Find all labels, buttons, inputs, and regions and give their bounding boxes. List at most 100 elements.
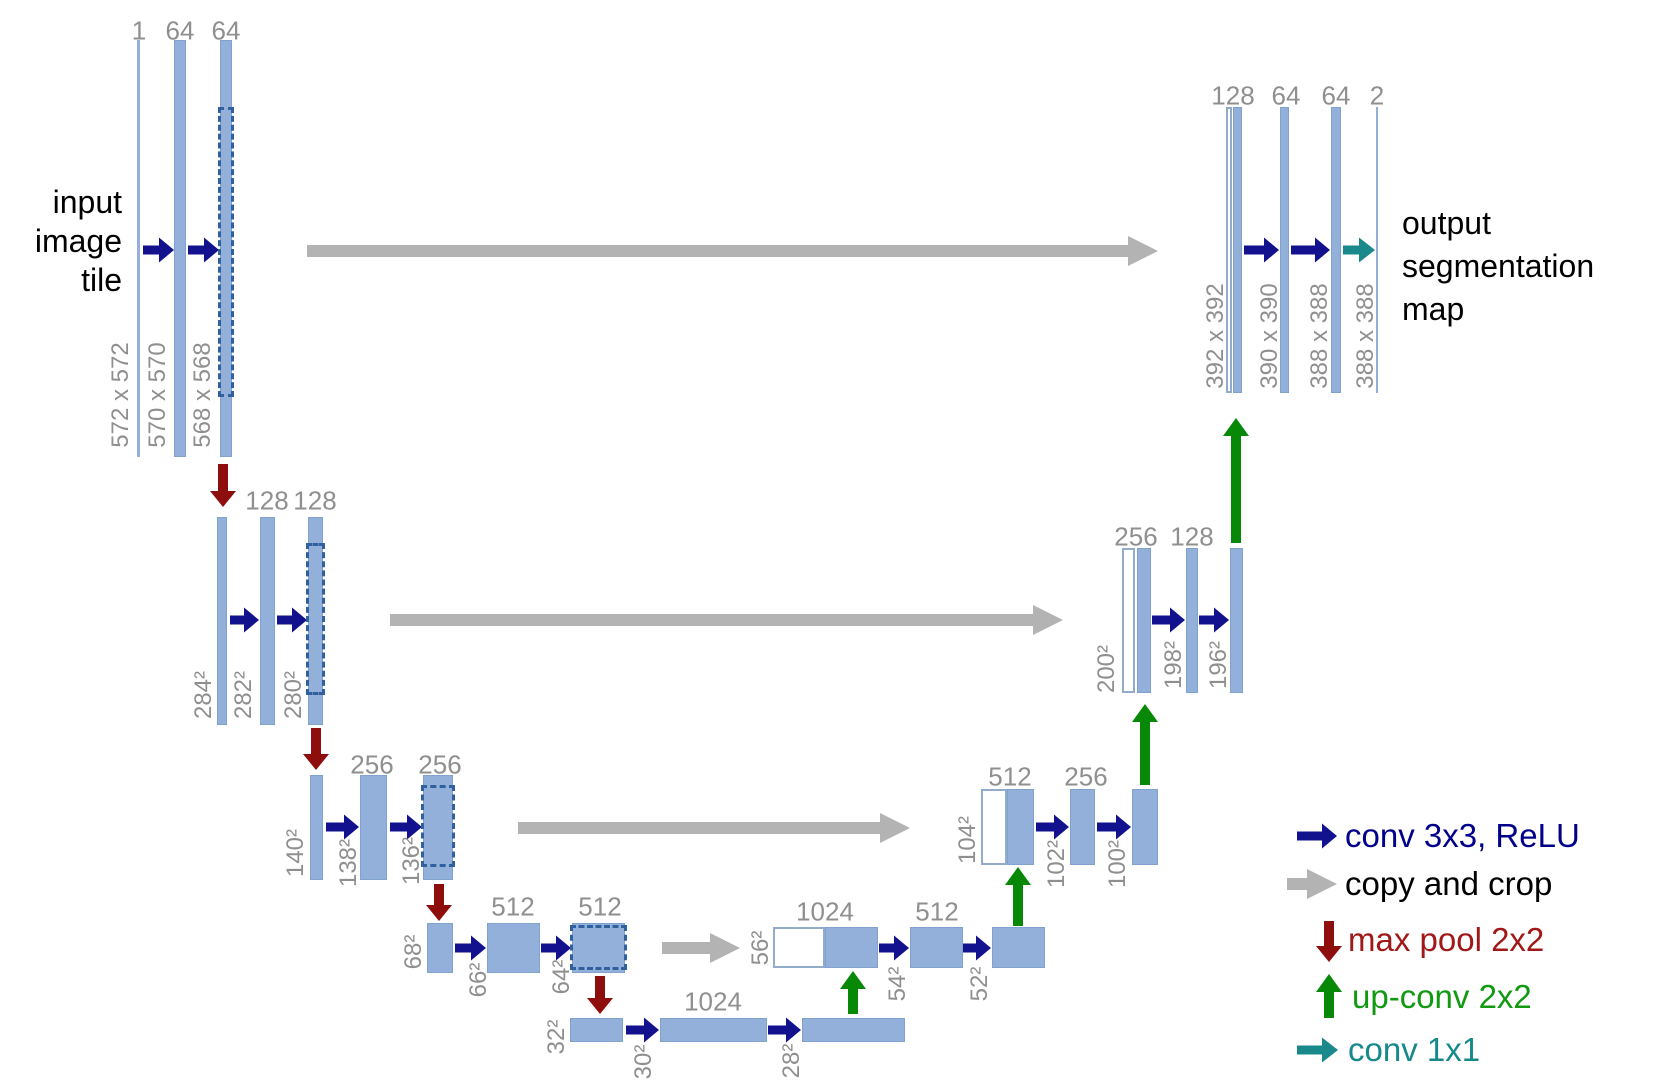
copy-crop-arrow bbox=[662, 933, 740, 963]
spatial-size-label: 28² bbox=[778, 1043, 805, 1079]
channels-label: 512 bbox=[988, 761, 1032, 792]
legend-up-conv-label: up-conv 2x2 bbox=[1352, 978, 1532, 1015]
legend-conv1x1-label: conv 1x1 bbox=[1348, 1031, 1481, 1068]
copy-crop-arrow bbox=[1287, 869, 1337, 899]
copy-crop-arrow bbox=[518, 813, 910, 843]
spatial-size-label: 568 x 568 bbox=[189, 342, 216, 448]
channels-label: 512 bbox=[491, 891, 535, 922]
legend-copy-crop-label: copy and crop bbox=[1345, 865, 1553, 902]
channels-label: 2 bbox=[1369, 80, 1385, 111]
feature-map-dec3-m3 bbox=[1132, 789, 1158, 865]
channels-label: 64 bbox=[1321, 80, 1351, 111]
channels-label: 256 bbox=[350, 749, 394, 780]
spatial-size-label: 52² bbox=[966, 966, 993, 1002]
up-conv-arrow bbox=[840, 971, 866, 1014]
conv3x3-arrow bbox=[626, 1017, 659, 1043]
up-conv-arrow bbox=[1316, 974, 1342, 1018]
conv1x1-arrow bbox=[1343, 237, 1375, 263]
feature-map-dec3-m1 bbox=[1007, 789, 1034, 865]
feature-map-dec4-m2 bbox=[910, 927, 963, 968]
channels-label: 64 bbox=[1271, 80, 1301, 111]
feature-map-enc3-m1 bbox=[310, 775, 323, 880]
channels-label: 64 bbox=[211, 15, 241, 46]
conv3x3-arrow bbox=[1291, 237, 1330, 263]
feature-map-dec3-copied bbox=[981, 789, 1007, 865]
spatial-size-label: 200² bbox=[1093, 644, 1120, 694]
conv3x3-arrow bbox=[879, 935, 909, 961]
output-label-line3: map bbox=[1402, 291, 1465, 327]
feature-map-dec1-m1 bbox=[1233, 107, 1242, 393]
up-conv-arrow bbox=[1005, 867, 1031, 926]
conv3x3-arrow bbox=[1097, 814, 1131, 840]
channels-label: 1024 bbox=[684, 986, 742, 1017]
feature-map-enc3-m2 bbox=[360, 775, 387, 880]
crop-region-dashed-outline bbox=[421, 785, 455, 867]
up-conv-arrow bbox=[1223, 418, 1249, 543]
feature-map-dec2-m1 bbox=[1137, 548, 1151, 693]
conv1x1-arrow bbox=[1297, 1037, 1338, 1063]
spatial-size-label: 64² bbox=[548, 959, 575, 995]
legend-max-pool-label: max pool 2x2 bbox=[1348, 921, 1545, 958]
spatial-size-label: 390 x 390 bbox=[1256, 283, 1283, 389]
channels-label: 128 bbox=[245, 485, 289, 516]
channels-label: 512 bbox=[578, 891, 622, 922]
spatial-size-label: 68² bbox=[400, 934, 427, 970]
input-label-line1: input bbox=[52, 184, 122, 220]
feature-map-dec1-m2 bbox=[1280, 107, 1289, 393]
conv3x3-arrow bbox=[1152, 607, 1185, 633]
conv3x3-arrow bbox=[188, 237, 219, 263]
feature-map-bottom-m2 bbox=[660, 1018, 767, 1042]
conv3x3-arrow bbox=[277, 607, 307, 633]
conv3x3-arrow bbox=[768, 1017, 801, 1043]
spatial-size-label: 100² bbox=[1104, 839, 1131, 889]
spatial-size-label: 138² bbox=[335, 838, 362, 888]
channels-label: 128 bbox=[1211, 80, 1255, 111]
feature-map-bottom-m1 bbox=[570, 1018, 623, 1042]
output-label-line1: output bbox=[1402, 205, 1491, 241]
max-pool-arrow bbox=[426, 884, 452, 921]
conv3x3-arrow bbox=[455, 935, 486, 961]
spatial-size-label: 282² bbox=[230, 670, 257, 720]
channels-label: 256 bbox=[418, 749, 462, 780]
feature-map-dec1-m3 bbox=[1331, 107, 1341, 393]
input-image-tile-label: input image tile bbox=[20, 183, 122, 300]
channels-label: 256 bbox=[1114, 521, 1158, 552]
spatial-size-label: 104² bbox=[954, 815, 981, 865]
feature-map-enc2-m2 bbox=[260, 517, 275, 725]
channels-label: 256 bbox=[1064, 761, 1108, 792]
spatial-size-label: 570 x 570 bbox=[144, 342, 171, 448]
conv3x3-arrow bbox=[143, 237, 174, 263]
max-pool-arrow bbox=[1316, 921, 1342, 962]
conv3x3-arrow bbox=[962, 935, 991, 961]
crop-region-dashed-outline bbox=[218, 107, 234, 397]
feature-map-enc1-m1 bbox=[137, 40, 140, 457]
copy-crop-arrow bbox=[390, 605, 1063, 635]
feature-map-dec3-m2 bbox=[1070, 789, 1095, 865]
conv3x3-arrow bbox=[1297, 823, 1337, 849]
feature-map-dec2-copied bbox=[1122, 548, 1135, 693]
conv3x3-arrow bbox=[1036, 814, 1069, 840]
channels-label: 1024 bbox=[796, 896, 854, 927]
conv3x3-arrow bbox=[390, 814, 422, 840]
max-pool-arrow bbox=[303, 728, 329, 770]
feature-map-bottom-m3 bbox=[802, 1018, 905, 1042]
output-label-line2: segmentation bbox=[1402, 248, 1595, 284]
input-label-line2: image bbox=[34, 223, 122, 259]
channels-label: 128 bbox=[1170, 521, 1214, 552]
spatial-size-label: 30² bbox=[630, 1044, 657, 1080]
output-segmentation-map-label: output segmentation map bbox=[1402, 202, 1594, 331]
feature-map-dec4-m3 bbox=[992, 927, 1045, 968]
feature-map-dec4-m1 bbox=[825, 927, 878, 968]
input-label-line3: tile bbox=[81, 262, 122, 298]
feature-map-dec1-copied bbox=[1226, 107, 1232, 393]
feature-map-output-map bbox=[1376, 107, 1378, 393]
conv3x3-arrow bbox=[541, 935, 571, 961]
feature-map-enc4-m2 bbox=[487, 923, 540, 973]
spatial-size-label: 198² bbox=[1160, 640, 1187, 690]
feature-map-enc4-m3 bbox=[572, 923, 625, 973]
max-pool-arrow bbox=[210, 464, 236, 507]
conv3x3-arrow bbox=[230, 607, 259, 633]
feature-map-enc1-m2 bbox=[174, 40, 186, 457]
max-pool-arrow bbox=[587, 976, 613, 1014]
